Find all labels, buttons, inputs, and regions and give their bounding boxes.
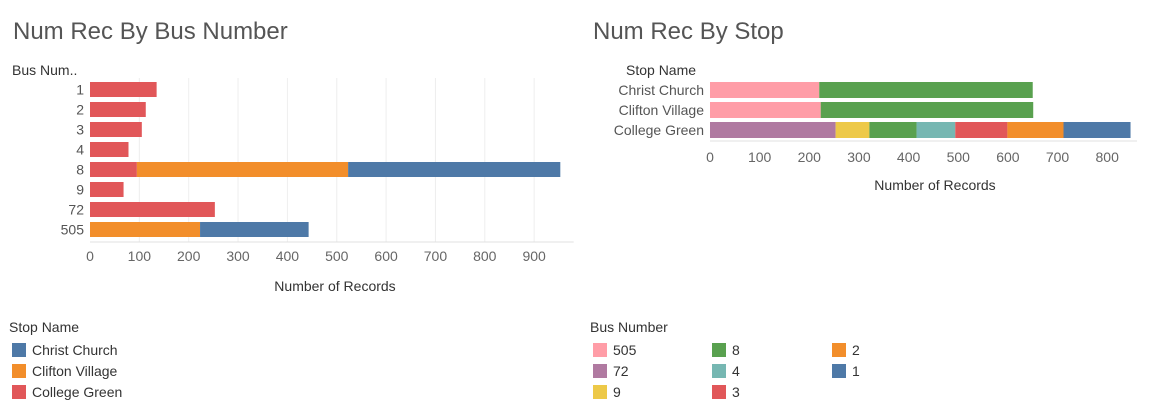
bus-legend-swatch (832, 364, 846, 378)
stop-bar-segment (710, 122, 836, 138)
stop-y-axis-title: Stop Name (626, 62, 696, 78)
stop-legend-swatch (12, 364, 26, 378)
bus-chart-title: Num Rec By Bus Number (13, 18, 288, 45)
stop-legend-label: Clifton Village (32, 363, 118, 379)
bus-bar-segment (90, 82, 157, 97)
bus-legend-label: 4 (732, 363, 740, 379)
bus-y-axis-title: Bus Num.. (12, 62, 77, 78)
bus-bar-segment (90, 122, 142, 137)
bus-category-label: 4 (76, 142, 84, 158)
bus-category-label: 3 (76, 122, 84, 138)
stop-bar-segment (835, 122, 870, 138)
bus-bar-segment (90, 222, 201, 237)
bus-bar-segment (200, 222, 309, 237)
stop-x-tick-label: 100 (748, 149, 772, 165)
bus-bar-segment (90, 162, 137, 177)
bus-bar-segment (90, 102, 146, 117)
stop-chart-title: Num Rec By Stop (593, 18, 784, 45)
bus-x-tick-label: 400 (276, 248, 300, 264)
stop-legend-swatch (12, 385, 26, 399)
stop-category-label: College Green (614, 122, 704, 138)
bus-x-tick-label: 500 (325, 248, 349, 264)
bus-legend-label: 72 (613, 363, 629, 379)
bus-legend-label: 3 (732, 384, 740, 400)
stop-x-tick-label: 300 (847, 149, 871, 165)
stop-bar-segment (710, 102, 821, 118)
bus-legend-item: 8 (712, 341, 740, 359)
bus-legend-swatch (832, 343, 846, 357)
bus-category-label: 2 (76, 102, 84, 118)
bus-x-tick-label: 300 (226, 248, 250, 264)
bus-legend-swatch (593, 364, 607, 378)
stop-x-tick-label: 800 (1096, 149, 1120, 165)
bus-x-tick-label: 800 (473, 248, 497, 264)
bus-bar-segment (348, 162, 561, 177)
bus-legend-item: 2 (832, 341, 860, 359)
bus-legend-swatch (712, 385, 726, 399)
stop-legend-swatch (12, 343, 26, 357)
bus-legend-item: 3 (712, 383, 740, 401)
stop-bar-segment (916, 122, 956, 138)
bus-legend-swatch (593, 343, 607, 357)
stop-bar-segment (1063, 122, 1131, 138)
stop-x-tick-label: 0 (706, 149, 714, 165)
stop-legend-item: Christ Church (12, 341, 118, 359)
stop-category-label: Christ Church (618, 82, 704, 98)
stop-legend-item: College Green (12, 383, 122, 401)
stop-bar-segment (869, 122, 917, 138)
bus-category-label: 9 (76, 182, 84, 198)
bus-legend-swatch (593, 385, 607, 399)
bus-bar-segment (90, 202, 215, 217)
bus-category-label: 8 (76, 162, 84, 178)
bus-x-tick-label: 100 (128, 248, 152, 264)
bus-legend-swatch (712, 343, 726, 357)
bus-x-tick-label: 0 (86, 248, 94, 264)
bus-x-tick-label: 200 (177, 248, 201, 264)
bus-legend-title: Bus Number (590, 319, 668, 335)
stop-legend-label: College Green (32, 384, 123, 400)
bus-legend-item: 505 (593, 341, 636, 359)
bus-legend-label: 1 (852, 363, 860, 379)
bus-legend-label: 505 (613, 342, 637, 358)
stop-bar-segment (819, 82, 1033, 98)
stop-x-axis-title: Number of Records (874, 177, 995, 193)
bus-category-label: 72 (68, 202, 84, 218)
stop-bar-segment (820, 102, 1034, 118)
bus-legend-label: 8 (732, 342, 740, 358)
bus-category-label: 1 (76, 82, 84, 98)
bus-legend-item: 4 (712, 362, 740, 380)
stop-bar-segment (1007, 122, 1064, 138)
bus-legend-swatch (712, 364, 726, 378)
stop-x-tick-label: 500 (947, 149, 971, 165)
stop-x-tick-label: 700 (1046, 149, 1070, 165)
stop-legend-label: Christ Church (32, 342, 118, 358)
stop-x-tick-label: 200 (798, 149, 822, 165)
stop-category-label: Clifton Village (619, 102, 705, 118)
stop-legend-item: Clifton Village (12, 362, 117, 380)
bus-x-tick-label: 700 (424, 248, 448, 264)
stop-bar-segment (955, 122, 1008, 138)
bus-legend-label: 9 (613, 384, 621, 400)
bus-legend-item: 72 (593, 362, 629, 380)
stop-bar-segment (710, 82, 820, 98)
bus-bar-segment (90, 182, 124, 197)
stop-x-tick-label: 600 (996, 149, 1020, 165)
stop-legend-title: Stop Name (9, 319, 80, 335)
bus-x-tick-label: 900 (522, 248, 546, 264)
bus-legend-label: 2 (852, 342, 860, 358)
bus-bar-segment (136, 162, 349, 177)
stop-x-tick-label: 400 (897, 149, 921, 165)
bus-bar-segment (90, 142, 129, 157)
bus-x-tick-label: 600 (374, 248, 398, 264)
charts-canvas: 0 100 200 300 400 500 600 700 800 900 Bus Num.. Num… (12, 62, 1137, 294)
bus-legend-item: 9 (593, 383, 621, 401)
bus-category-label: 505 (61, 222, 85, 238)
bus-legend-item: 1 (832, 362, 860, 380)
bus-x-axis-title: Number of Records (274, 278, 395, 294)
